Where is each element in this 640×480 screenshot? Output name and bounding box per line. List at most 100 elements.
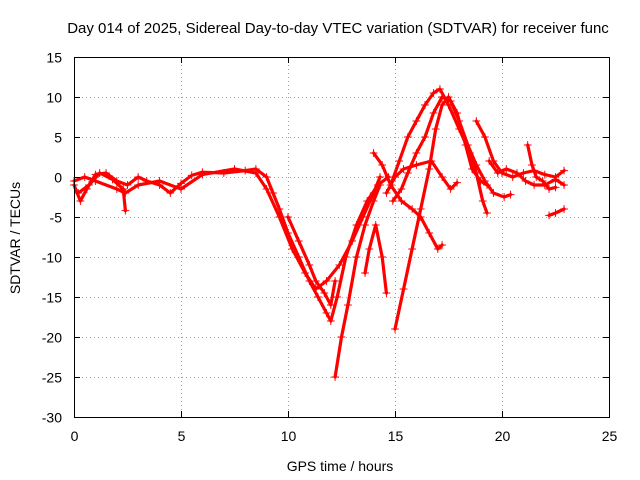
data-point-marker <box>425 165 434 173</box>
data-point-marker <box>119 185 128 193</box>
data-point-marker <box>512 169 521 177</box>
data-point-marker <box>198 170 207 179</box>
data-point-marker <box>489 189 498 197</box>
data-point-marker <box>527 161 536 169</box>
data-point-marker <box>376 181 385 189</box>
data-point-marker <box>463 141 472 149</box>
series-line <box>72 167 382 291</box>
x-tick-label: 20 <box>495 428 511 444</box>
data-point-marker <box>95 169 104 177</box>
data-point-marker <box>560 181 569 189</box>
plot-frame <box>74 57 610 418</box>
y-axis-ticks: 15 10 5 0 -5 -10 -15 -20 -25 -30 <box>42 50 609 426</box>
series-track-5 <box>331 181 385 381</box>
data-point-marker <box>480 177 489 185</box>
data-point-marker <box>532 173 541 181</box>
y-tick-label: -5 <box>50 210 63 226</box>
data-point-marker <box>420 133 429 141</box>
data-point-marker <box>472 117 481 125</box>
data-point-marker <box>177 185 185 193</box>
data-point-marker <box>551 209 560 217</box>
y-tick-label: -20 <box>42 330 62 346</box>
data-point-marker <box>275 213 284 221</box>
data-point-marker <box>376 173 385 181</box>
series-track-12 <box>472 117 569 181</box>
data-point-marker <box>331 277 340 285</box>
data-point-marker <box>521 177 530 185</box>
data-point-marker <box>76 197 85 205</box>
data-point-marker <box>508 173 517 181</box>
x-tick-label: 10 <box>281 428 297 444</box>
x-tick-label: 5 <box>178 428 186 444</box>
data-point-marker <box>361 221 370 229</box>
data-point-marker <box>262 185 271 193</box>
data-point-marker <box>435 85 444 93</box>
data-point-marker <box>80 173 89 181</box>
data-point-marker <box>112 185 121 193</box>
data-point-marker <box>519 169 528 177</box>
series-line <box>286 215 337 307</box>
data-point-marker <box>123 181 132 189</box>
series-track-2 <box>70 165 385 293</box>
data-point-marker <box>560 166 569 175</box>
data-point-marker <box>472 169 481 177</box>
data-point-marker <box>326 301 335 309</box>
data-point-marker <box>288 245 297 253</box>
data-point-marker <box>412 117 421 125</box>
data-point-marker <box>438 101 447 109</box>
data-point-marker <box>446 185 455 193</box>
data-point-marker <box>480 133 489 141</box>
data-point-marker <box>500 193 509 201</box>
data-point-marker <box>538 177 547 185</box>
data-point-marker <box>322 277 331 285</box>
data-point-marker <box>455 117 464 125</box>
data-point-marker <box>369 197 378 205</box>
data-point-marker <box>412 161 421 169</box>
y-tick-label: -10 <box>42 250 62 266</box>
data-point-marker <box>337 333 346 341</box>
data-point-marker <box>313 293 322 301</box>
data-point-marker <box>399 285 408 293</box>
x-axis-ticks: 0 5 10 15 20 25 <box>71 57 618 444</box>
data-point-marker <box>391 325 399 333</box>
data-point-marker <box>506 190 515 199</box>
data-point-marker <box>382 189 391 197</box>
data-point-marker <box>301 269 310 277</box>
series-line <box>72 167 391 323</box>
data-point-marker <box>429 109 438 117</box>
data-point-marker <box>453 178 462 187</box>
data-point-marker <box>382 289 391 297</box>
data-point-marker <box>187 171 196 180</box>
data-point-marker <box>230 165 239 173</box>
data-point-marker <box>335 261 344 269</box>
series-line <box>547 207 566 217</box>
data-point-marker <box>361 269 370 277</box>
series-track-4 <box>284 213 340 309</box>
series-track-3 <box>74 169 130 215</box>
data-point-marker <box>395 157 404 165</box>
data-point-marker <box>320 289 329 297</box>
series-line <box>474 119 566 179</box>
data-point-marker <box>331 373 340 381</box>
data-point-marker <box>502 165 511 173</box>
y-tick-label: -15 <box>42 290 62 306</box>
data-point-marker <box>305 261 314 269</box>
data-point-marker <box>155 177 164 185</box>
data-point-marker <box>540 170 549 179</box>
data-point-marker <box>322 309 331 317</box>
data-point-marker <box>333 293 342 301</box>
data-point-marker <box>408 205 417 213</box>
y-tick-label: 5 <box>54 130 62 146</box>
data-point-marker <box>311 285 320 293</box>
series-track-9 <box>391 93 492 333</box>
data-point-marker <box>397 185 406 193</box>
data-point-marker <box>551 183 560 192</box>
data-point-marker <box>386 181 395 189</box>
series-track-14 <box>523 141 560 193</box>
y-tick-label: -25 <box>42 370 62 386</box>
series-line <box>389 87 489 215</box>
x-tick-label: 25 <box>602 428 618 444</box>
data-point-marker <box>485 157 494 165</box>
data-point-marker <box>294 237 303 245</box>
